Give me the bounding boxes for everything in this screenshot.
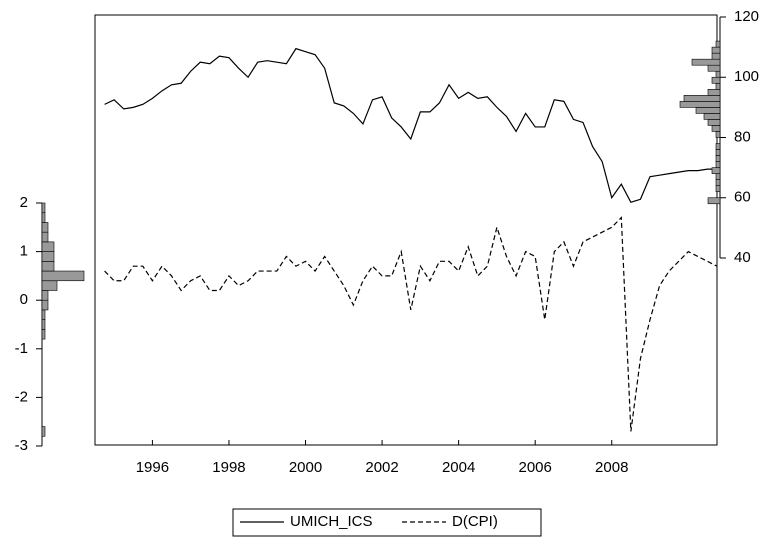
histogram-bar (41, 319, 46, 330)
y-tick-label: -3 (15, 437, 28, 454)
y-tick-label: -1 (15, 340, 28, 357)
histogram-bar (41, 261, 55, 272)
histogram-bar (715, 70, 721, 78)
plot-frame (94, 14, 718, 446)
y-tick-label: 1 (20, 243, 28, 260)
legend-label: D(CPI) (452, 513, 498, 530)
histogram-bar (715, 179, 721, 187)
y2-tick-label: 60 (734, 189, 751, 206)
y-tick-label: -2 (15, 388, 28, 405)
series-line (104, 216, 718, 432)
histogram-bar (715, 143, 721, 150)
y2-tick-label: 120 (734, 8, 759, 25)
histogram-bar (703, 113, 721, 120)
legend-box (232, 508, 542, 537)
histogram-bar (41, 426, 46, 437)
histogram-bar (711, 125, 721, 132)
histogram-bar (691, 58, 721, 66)
x-tick-label: 2000 (289, 459, 322, 476)
histogram-bar (41, 212, 46, 223)
x-tick-label: 2006 (518, 459, 551, 476)
y-tick-label: 2 (20, 194, 28, 211)
y2-tick-label: 100 (734, 68, 759, 85)
histogram-bar (41, 329, 46, 340)
histogram-bar (715, 82, 721, 90)
y2-tick-label: 80 (734, 128, 751, 145)
histogram-bar (711, 52, 721, 60)
histogram-bar (41, 280, 58, 291)
histogram-bar (711, 167, 721, 174)
histogram-bar (715, 155, 721, 162)
histogram-bar (715, 149, 721, 156)
histogram-bar (707, 197, 721, 205)
legend-label: UMICH_ICS (290, 513, 373, 530)
histogram-bar (707, 64, 721, 72)
x-tick-label: 1996 (136, 459, 169, 476)
histogram-bar (715, 131, 721, 138)
histogram-bar (711, 46, 721, 54)
histogram-bar (711, 76, 721, 84)
x-tick-label: 2004 (442, 459, 475, 476)
histogram-bar (41, 251, 55, 262)
histogram-bar (715, 161, 721, 168)
histogram-bar (41, 241, 55, 252)
y2-tick-label: 40 (734, 249, 751, 266)
histogram-bar (695, 107, 721, 114)
histogram-bar (707, 119, 721, 126)
x-tick-label: 1998 (212, 459, 245, 476)
histogram-bar (715, 173, 721, 180)
histogram-bar (41, 270, 85, 282)
histogram-bar (41, 290, 49, 301)
histogram-bar (683, 95, 721, 102)
x-tick-label: 2008 (595, 459, 628, 476)
histogram-bar (41, 309, 46, 320)
histogram-bar (715, 40, 721, 48)
series-line (104, 47, 717, 203)
histogram-bar (679, 101, 721, 108)
histogram-bar (707, 89, 721, 96)
x-tick-label: 2002 (365, 459, 398, 476)
histogram-bar (715, 185, 721, 193)
histogram-bar (41, 222, 49, 233)
histogram-bar (41, 202, 46, 214)
y-tick-label: 0 (20, 291, 28, 308)
histogram-bar (41, 299, 49, 311)
histogram-bar (41, 231, 49, 243)
